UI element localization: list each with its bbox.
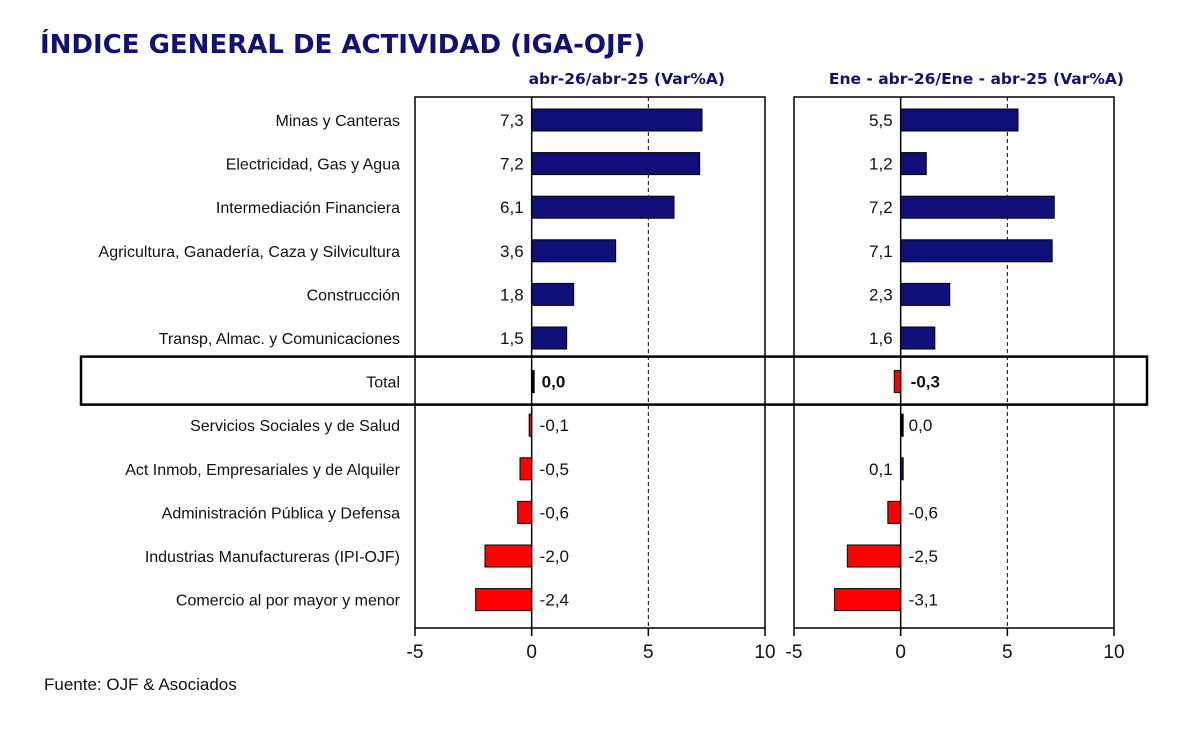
bar bbox=[528, 413, 533, 437]
tick-label: 0 bbox=[526, 642, 537, 663]
value-label: -2,4 bbox=[540, 591, 569, 610]
value-label: -0,1 bbox=[540, 416, 569, 435]
tick-label: 5 bbox=[643, 642, 654, 663]
plot-frame bbox=[414, 96, 766, 629]
tick-label: 0 bbox=[895, 642, 906, 663]
value-label: 0,1 bbox=[869, 460, 893, 479]
bar bbox=[834, 588, 902, 612]
bar bbox=[846, 544, 902, 568]
value-label: 1,2 bbox=[869, 155, 893, 174]
bar bbox=[531, 326, 568, 350]
value-label: 1,8 bbox=[500, 285, 524, 304]
bar bbox=[887, 500, 902, 524]
category-label: Minas y Canteras bbox=[276, 113, 401, 130]
category-label: Construcción bbox=[307, 287, 400, 304]
value-label: 0,0 bbox=[542, 373, 566, 392]
category-label: Intermediación Financiera bbox=[216, 200, 400, 217]
bar bbox=[531, 108, 703, 132]
bar bbox=[900, 326, 936, 350]
bar bbox=[519, 457, 533, 481]
value-label: 1,6 bbox=[869, 329, 893, 348]
value-label: 1,5 bbox=[500, 329, 524, 348]
value-label: 7,2 bbox=[869, 198, 893, 217]
bar bbox=[531, 282, 575, 306]
value-label: -2,5 bbox=[909, 547, 938, 566]
tick-label: 10 bbox=[754, 642, 775, 663]
bar bbox=[900, 152, 927, 176]
value-label: -0,6 bbox=[909, 503, 938, 522]
value-label: -0,5 bbox=[540, 460, 569, 479]
panel-1: abr-26/abr-25 (Var%A) -5 0 5 10 7,3 7,2 6,1 3,6 1… bbox=[407, 70, 776, 663]
value-label: -0,6 bbox=[540, 503, 569, 522]
bar bbox=[900, 457, 904, 481]
tick-label: 5 bbox=[1002, 642, 1013, 663]
source-note: Fuente: OJF & Asociados bbox=[44, 675, 237, 694]
category-label: Agricultura, Ganadería, Caza y Silvicult… bbox=[99, 244, 401, 261]
bar bbox=[484, 544, 533, 568]
value-label: -0,3 bbox=[911, 373, 940, 392]
value-label: 2,3 bbox=[869, 285, 893, 304]
chart-title: ÍNDICE GENERAL DE ACTIVIDAD (IGA-OJF) bbox=[40, 28, 645, 60]
category-label: Transp, Almac. y Comunicaciones bbox=[159, 331, 400, 348]
value-label: 3,6 bbox=[500, 242, 524, 261]
bar bbox=[900, 108, 1019, 132]
value-label: 0,0 bbox=[909, 416, 933, 435]
value-label: 7,1 bbox=[869, 242, 893, 261]
bar bbox=[893, 370, 902, 394]
value-label: -3,1 bbox=[909, 591, 938, 610]
value-label: -2,0 bbox=[540, 547, 569, 566]
value-label: 5,5 bbox=[869, 111, 893, 130]
value-label: 7,2 bbox=[500, 155, 524, 174]
bar bbox=[531, 370, 535, 394]
plot-frame bbox=[793, 96, 1115, 629]
category-label: Electricidad, Gas y Agua bbox=[226, 157, 400, 174]
bar bbox=[531, 239, 617, 263]
category-label: Comercio al por mayor y menor bbox=[176, 593, 401, 610]
bar bbox=[900, 239, 1053, 263]
tick-label: -5 bbox=[407, 642, 424, 663]
value-label: 7,3 bbox=[500, 111, 524, 130]
bar bbox=[517, 500, 533, 524]
value-label: 6,1 bbox=[500, 198, 524, 217]
panel-title: abr-26/abr-25 (Var%A) bbox=[529, 70, 725, 88]
category-label: Total bbox=[366, 375, 400, 392]
bar bbox=[900, 413, 904, 437]
bar bbox=[475, 588, 533, 612]
bar bbox=[531, 152, 701, 176]
category-label: Industrias Manufactureras (IPI-OJF) bbox=[145, 549, 400, 566]
category-label: Administración Pública y Defensa bbox=[162, 505, 400, 522]
bar bbox=[531, 195, 675, 219]
category-label: Servicios Sociales y de Salud bbox=[190, 418, 400, 435]
panel-2: Ene - abr-26/Ene - abr-25 (Var%A) -5 0 5 10 5… bbox=[786, 70, 1125, 663]
tick-label: 10 bbox=[1103, 642, 1124, 663]
bar bbox=[900, 282, 951, 306]
panel-title: Ene - abr-26/Ene - abr-25 (Var%A) bbox=[829, 70, 1124, 88]
category-label: Act Inmob, Empresariales y de Alquiler bbox=[125, 462, 400, 479]
total-highlight-box bbox=[79, 355, 1149, 406]
tick-label: -5 bbox=[786, 642, 803, 663]
bar bbox=[900, 195, 1055, 219]
